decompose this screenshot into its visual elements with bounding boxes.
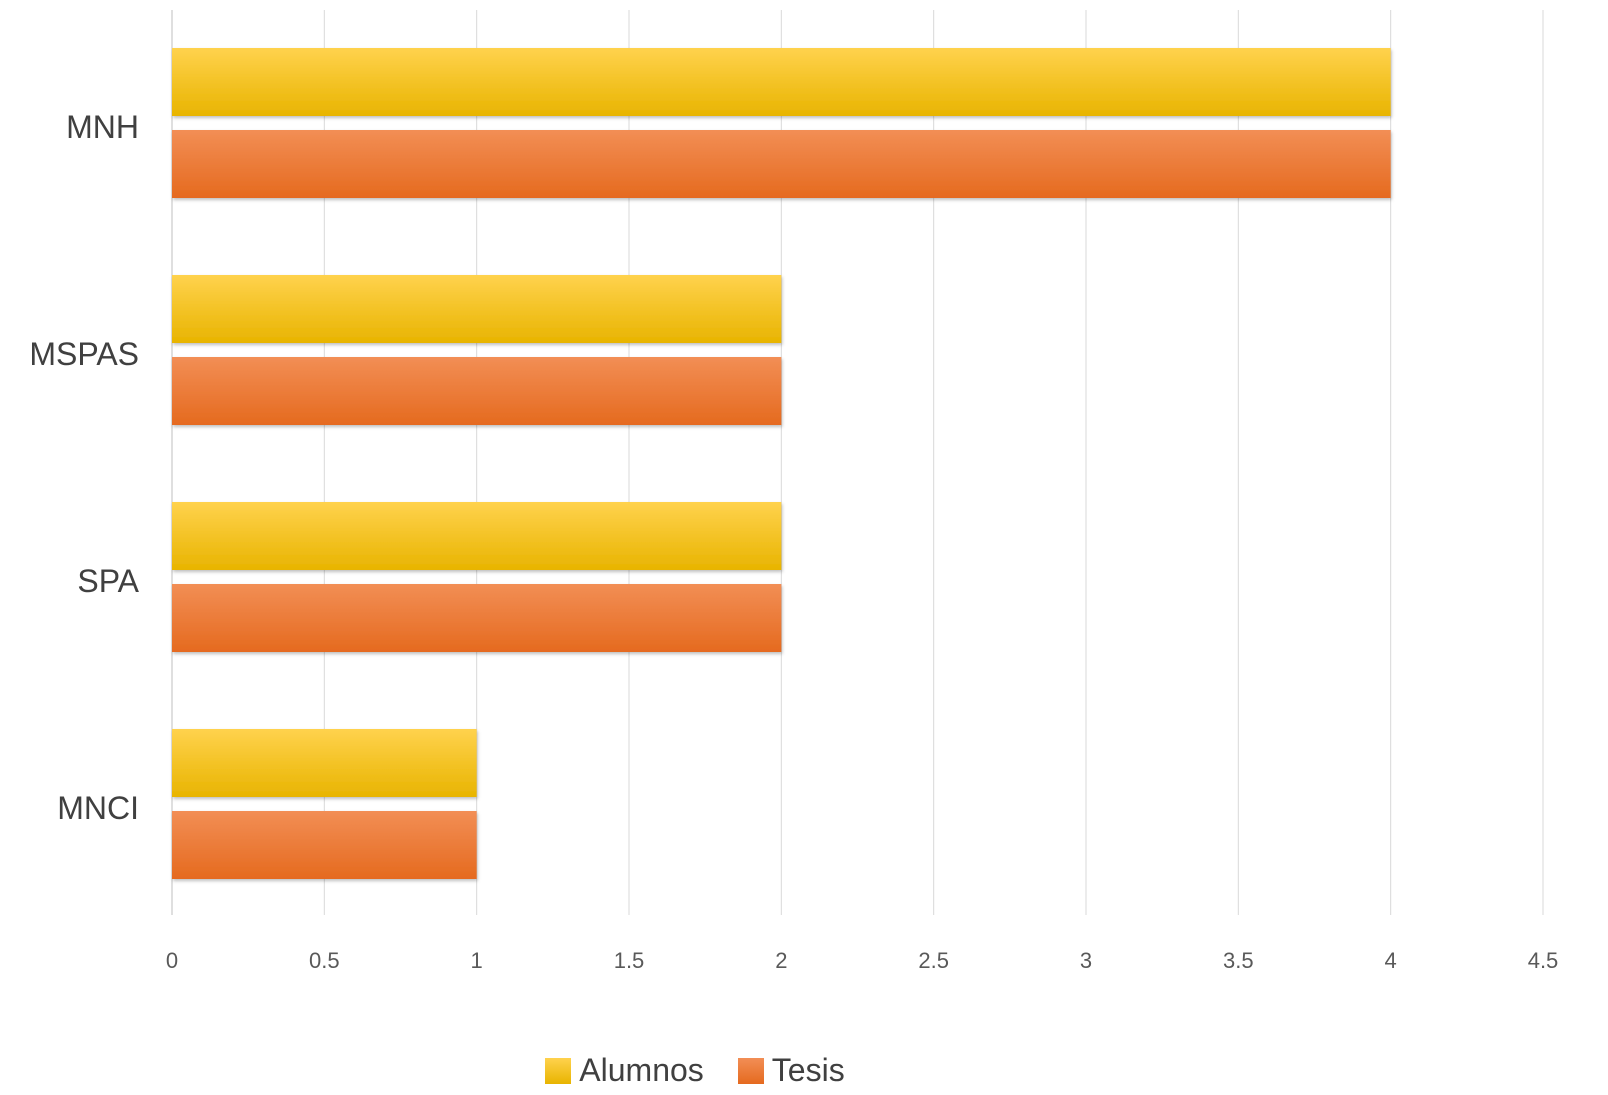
bar-alumnos-mnh — [172, 48, 1391, 116]
legend-label-alumnos: Alumnos — [579, 1052, 704, 1088]
bar-tesis-spa — [172, 584, 782, 652]
bar-tesis-mnh — [172, 130, 1391, 198]
bar-tesis-mspas — [172, 357, 782, 425]
legend-swatch-alumnos — [545, 1057, 572, 1084]
legend-item-alumnos: Alumnos — [545, 1052, 704, 1089]
x-tick-label: 4 — [1385, 948, 1397, 973]
category-label: MSPAS — [29, 336, 139, 372]
bar-alumnos-spa — [172, 502, 782, 570]
x-tick-label: 1 — [471, 948, 483, 973]
x-tick-label: 2.5 — [918, 948, 949, 973]
category-label: MNH — [66, 109, 139, 145]
legend: Alumnos Tesis — [0, 1052, 1390, 1089]
x-tick-label: 0 — [166, 948, 178, 973]
bar-alumnos-mspas — [172, 275, 782, 343]
x-tick-label: 0.5 — [309, 948, 340, 973]
bar-tesis-mnci — [172, 811, 477, 879]
bar-alumnos-mnci — [172, 729, 477, 797]
x-tick-label: 4.5 — [1528, 948, 1559, 973]
legend-item-tesis: Tesis — [737, 1052, 845, 1089]
legend-label-tesis: Tesis — [771, 1052, 845, 1088]
x-tick-labels: 0 0.5 1 1.5 2 2.5 3 3.5 4 4.5 — [166, 948, 1558, 973]
bars — [172, 48, 1391, 879]
category-label: MNCI — [57, 790, 139, 826]
x-tick-label: 2 — [775, 948, 787, 973]
x-tick-label: 1.5 — [614, 948, 645, 973]
category-labels: MNH MSPAS SPA MNCI — [29, 109, 139, 826]
x-tick-label: 3 — [1080, 948, 1092, 973]
x-tick-label: 3.5 — [1223, 948, 1254, 973]
legend-swatch-tesis — [737, 1057, 764, 1084]
category-label: SPA — [77, 563, 139, 599]
